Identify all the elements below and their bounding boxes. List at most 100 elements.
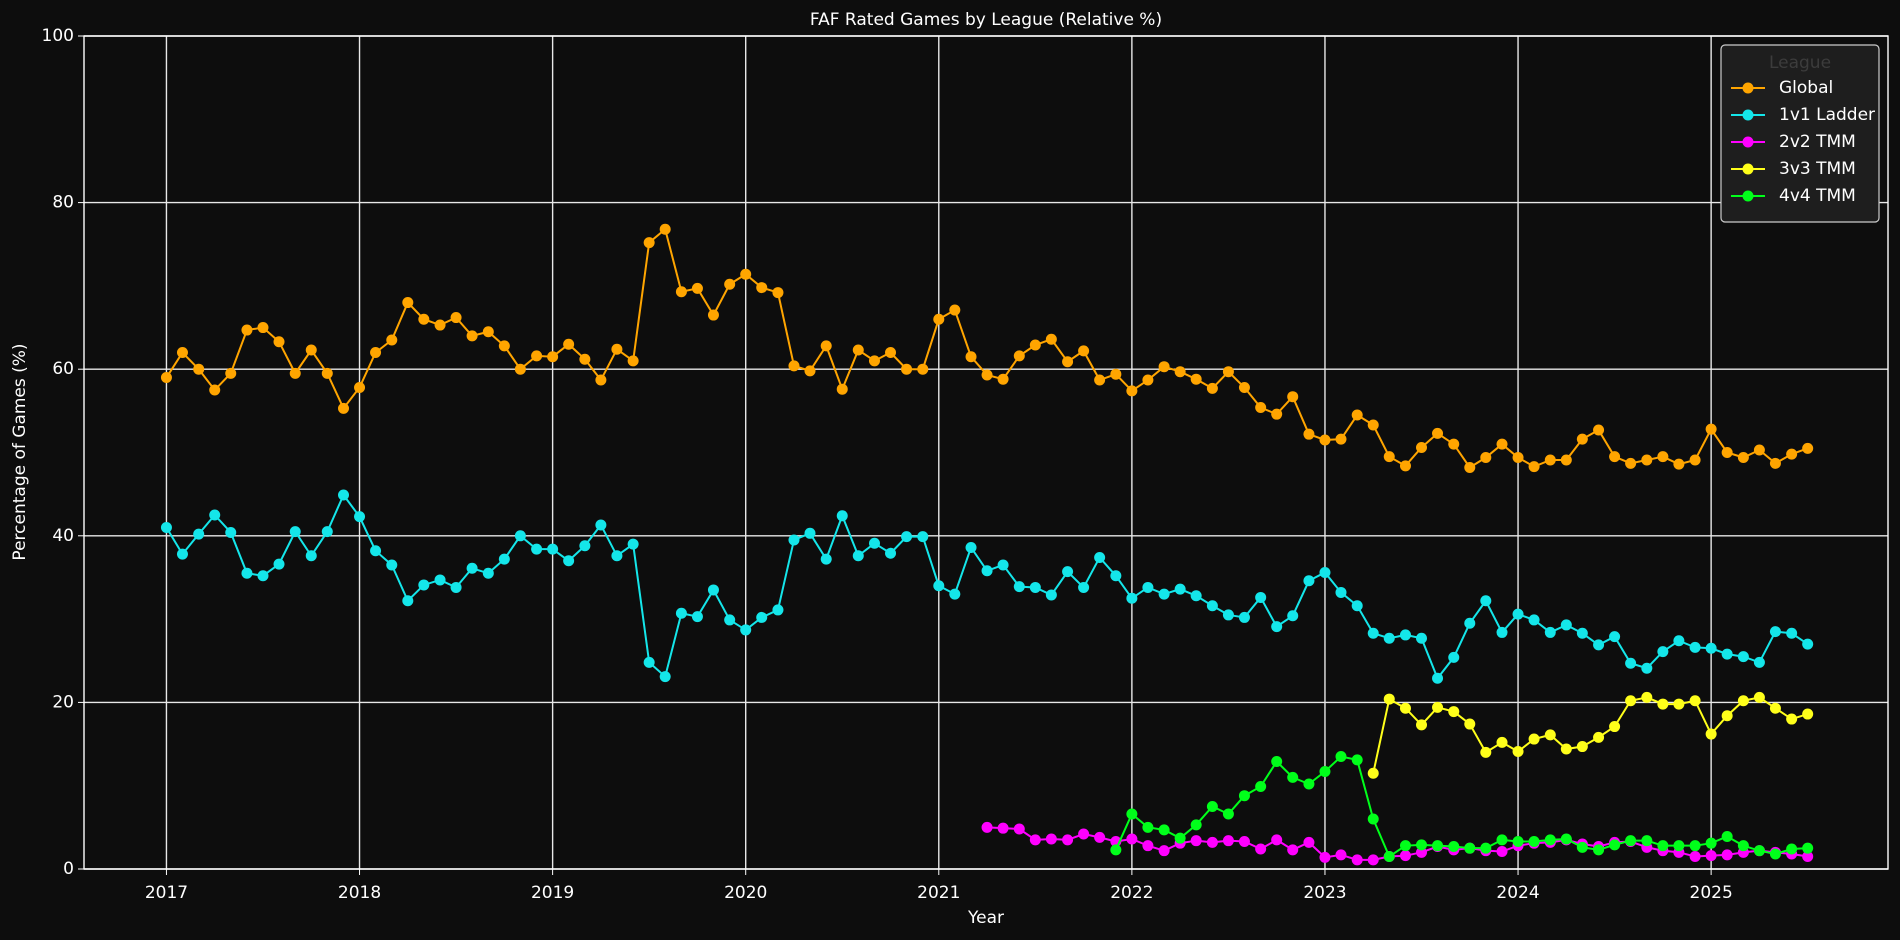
x-tick-label: 2018 [338, 883, 381, 903]
data-point [1399, 460, 1411, 472]
data-point [1029, 834, 1041, 846]
data-point [1432, 840, 1444, 852]
data-point [1769, 702, 1781, 714]
data-point [160, 372, 172, 384]
data-point [901, 363, 913, 375]
data-point [1448, 706, 1460, 718]
data-point [1769, 626, 1781, 638]
data-point [707, 584, 719, 596]
data-point [675, 607, 687, 619]
data-point [1576, 627, 1588, 639]
data-point [1689, 454, 1701, 466]
data-point [997, 559, 1009, 571]
data-point [627, 538, 639, 550]
plot-layer [160, 223, 1814, 866]
data-point [273, 558, 285, 570]
data-point [1721, 849, 1733, 861]
data-point [386, 559, 398, 571]
data-point [418, 579, 430, 591]
data-point [1802, 851, 1814, 863]
data-point [1576, 841, 1588, 853]
data-point [209, 384, 221, 396]
data-point [917, 531, 929, 543]
data-point [1303, 575, 1315, 587]
data-point [338, 489, 350, 501]
legend-label: 3v3 TMM [1779, 159, 1856, 179]
data-point [1271, 408, 1283, 420]
data-point [193, 528, 205, 540]
data-point [1528, 614, 1540, 626]
data-point [1142, 821, 1154, 833]
data-point [933, 580, 945, 592]
data-point [209, 509, 221, 521]
data-point [1689, 851, 1701, 863]
data-point [1351, 600, 1363, 612]
data-point [917, 363, 929, 375]
data-point [1335, 586, 1347, 598]
data-point [997, 373, 1009, 385]
data-point [1512, 746, 1524, 758]
y-tick-label: 60 [52, 359, 74, 379]
data-point [1222, 366, 1234, 378]
data-point [1094, 374, 1106, 386]
data-point [1496, 834, 1508, 846]
data-point [1721, 831, 1733, 843]
data-point [176, 548, 188, 560]
data-point [434, 319, 446, 331]
data-point [1094, 551, 1106, 563]
data-point [1126, 833, 1138, 845]
data-point [1303, 428, 1315, 440]
data-point [1287, 391, 1299, 403]
data-point [1625, 835, 1637, 847]
data-point [160, 521, 172, 533]
x-tick-label: 2024 [1496, 883, 1539, 903]
data-point [1110, 368, 1122, 380]
data-point [1673, 458, 1685, 470]
data-point [1593, 844, 1605, 856]
data-point [885, 347, 897, 359]
data-point [1029, 339, 1041, 351]
data-point [1625, 657, 1637, 669]
data-point [1673, 635, 1685, 647]
data-point [1255, 591, 1267, 603]
data-point [579, 353, 591, 365]
data-point [643, 237, 655, 249]
data-point [370, 347, 382, 359]
data-point [563, 555, 575, 567]
data-point [1142, 374, 1154, 386]
data-point [1158, 588, 1170, 600]
data-point [756, 611, 768, 623]
plot-frame [83, 35, 1889, 870]
legend-title: League [1769, 53, 1831, 73]
data-point [289, 526, 301, 538]
data-point [354, 511, 366, 523]
data-point [257, 322, 269, 334]
data-point [1206, 836, 1218, 848]
data-point [611, 343, 623, 355]
data-point [1496, 438, 1508, 450]
data-point [1126, 592, 1138, 604]
data-point [997, 822, 1009, 834]
data-point [1737, 695, 1749, 707]
data-point [1721, 710, 1733, 722]
data-point [1045, 833, 1057, 845]
data-point [1593, 424, 1605, 436]
data-point [1190, 835, 1202, 847]
data-point [482, 567, 494, 579]
data-point [1303, 836, 1315, 848]
data-point [1062, 356, 1074, 368]
data-point [1319, 766, 1331, 778]
data-point [225, 367, 237, 379]
data-point [1271, 834, 1283, 846]
data-point [1367, 854, 1379, 866]
data-point [1206, 382, 1218, 394]
data-point [450, 312, 462, 324]
data-point [1480, 746, 1492, 758]
data-point [273, 336, 285, 348]
data-point [1737, 651, 1749, 663]
data-point [675, 286, 687, 298]
data-point [1528, 461, 1540, 473]
data-point [1657, 646, 1669, 658]
data-point [1029, 581, 1041, 593]
